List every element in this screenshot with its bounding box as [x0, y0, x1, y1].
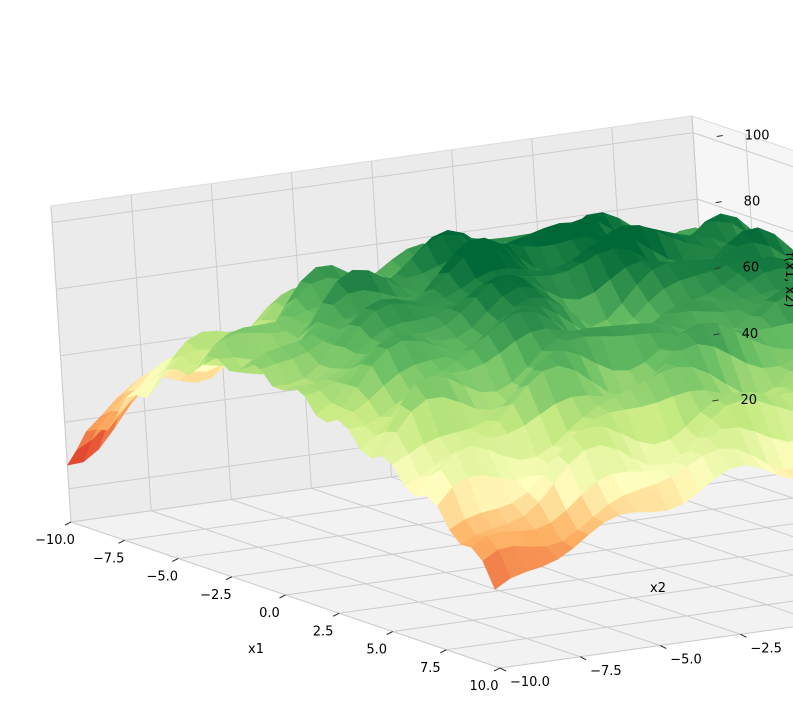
surface-patch: [482, 549, 511, 590]
z-tick-label: 60: [743, 261, 760, 276]
x-tick-label: −5.0: [146, 570, 178, 585]
surface-patch: [789, 367, 793, 372]
x-tick-mark: [332, 612, 340, 617]
grid-line-y: [130, 194, 152, 511]
grid-line-z: [56, 198, 698, 290]
x-tick-label: 7.5: [420, 661, 441, 676]
z-axis-label: f(x1, x2): [782, 253, 793, 308]
z-tick-mark: [713, 333, 720, 336]
y-tick-label: −5.0: [670, 653, 702, 668]
y-tick-mark: [579, 656, 587, 661]
grid-line-y: [150, 510, 581, 658]
z-tick-mark: [712, 399, 719, 402]
y-tick-mark: [740, 633, 747, 638]
grid-line-y: [50, 205, 72, 523]
x-axis-label: x1: [248, 642, 264, 657]
x-tick-label: −2.5: [200, 588, 232, 603]
y-axis-label: x2: [650, 581, 666, 596]
y-tick-label: −10.0: [510, 675, 550, 690]
x-tick-mark: [493, 667, 501, 672]
grid-line-z: [51, 132, 694, 224]
grid-line-z: [692, 132, 793, 168]
x-tick-mark: [172, 558, 179, 562]
x-tick-mark: [440, 649, 447, 654]
z-tick-label: 20: [741, 393, 758, 408]
z-tick-mark: [714, 267, 721, 270]
surface-plot: [66, 212, 793, 590]
x-tick-label: −7.5: [93, 551, 125, 566]
y-tick-label: −7.5: [590, 664, 622, 679]
z-tick-mark: [716, 135, 723, 138]
grid-line-y: [231, 499, 661, 646]
z-tick-label: 100: [745, 129, 770, 144]
x-tick-label: 2.5: [313, 624, 334, 639]
x-tick-label: −10.0: [35, 533, 75, 548]
z-tick-label: 80: [744, 195, 761, 210]
x-tick-mark: [386, 631, 393, 635]
y-tick-mark: [660, 645, 667, 649]
axis-ticks: −10.0 −7.5 −5.0 −2.5 0.0 2.5 5.0 7.5 10.0 −10.0 −7…: [35, 129, 782, 694]
x-tick-label: 10.0: [470, 679, 499, 694]
grid-line-x: [499, 626, 793, 669]
x-tick-mark: [118, 539, 125, 544]
x-tick-mark: [64, 521, 72, 526]
x-tick-label: 5.0: [366, 643, 387, 658]
y-tick-label: −2.5: [750, 641, 782, 656]
x-tick-mark: [279, 594, 286, 599]
y-tick-mark: [499, 667, 507, 672]
z-tick-mark: [715, 201, 722, 204]
z-tick-label: 40: [742, 327, 759, 342]
x-tick-mark: [225, 576, 233, 581]
x-tick-label: 0.0: [259, 606, 280, 621]
grid-line-z: [697, 198, 793, 233]
